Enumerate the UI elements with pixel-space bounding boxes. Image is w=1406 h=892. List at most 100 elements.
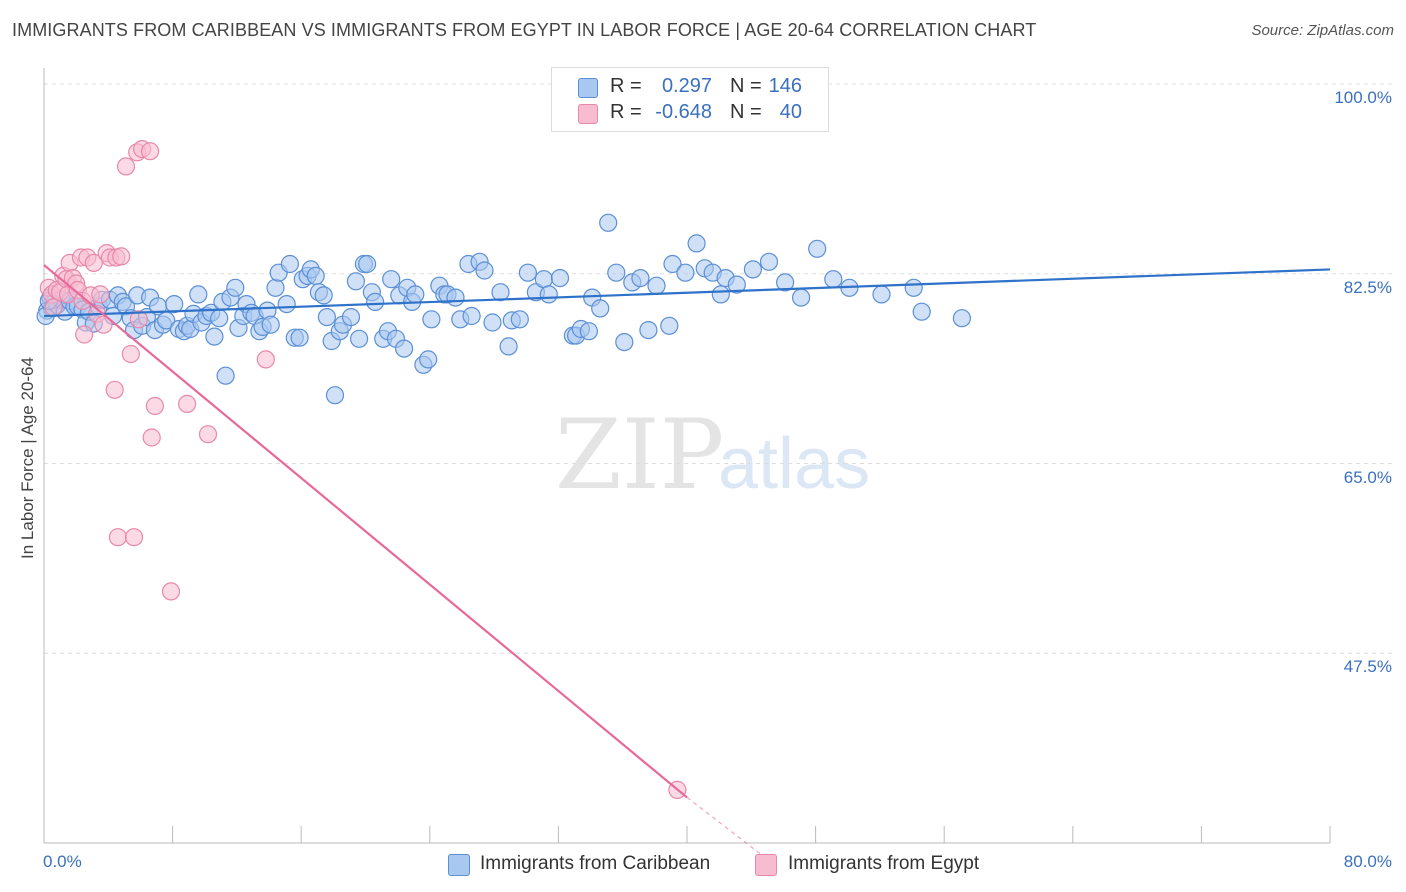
caribbean-point bbox=[539, 285, 558, 304]
x-tick-label-max: 80.0% bbox=[1343, 852, 1392, 871]
caribbean-point bbox=[395, 339, 414, 358]
caribbean-point bbox=[317, 308, 336, 327]
caribbean-point bbox=[727, 275, 746, 294]
caribbean-point bbox=[687, 234, 706, 253]
caribbean-point bbox=[759, 252, 779, 271]
caribbean-point bbox=[358, 254, 377, 274]
y-tick-label: 82.5% bbox=[1343, 277, 1392, 297]
y-tick-label: 100.0% bbox=[1334, 88, 1392, 107]
caribbean-point bbox=[579, 322, 599, 341]
egypt-point bbox=[44, 298, 63, 317]
correlation-legend: R = 0.297 N = 146 R = -0.648 N = 40 bbox=[551, 67, 829, 132]
caribbean-point bbox=[676, 263, 695, 282]
n-label: N = bbox=[730, 101, 762, 123]
x-tick-label-min: 0.0% bbox=[43, 852, 82, 871]
egypt-point bbox=[84, 253, 103, 272]
caribbean-point bbox=[261, 315, 280, 334]
caribbean-point bbox=[599, 213, 618, 232]
caribbean-trend-line bbox=[43, 268, 1331, 318]
egypt-point bbox=[121, 344, 140, 364]
caribbean-point bbox=[534, 270, 554, 289]
n-value: 40 bbox=[779, 101, 802, 123]
caribbean-point bbox=[872, 285, 891, 304]
caribbean-point bbox=[775, 273, 795, 292]
egypt-point bbox=[256, 350, 275, 369]
caribbean-point bbox=[824, 270, 843, 289]
caribbean-point bbox=[290, 328, 309, 347]
caribbean-point bbox=[306, 266, 325, 285]
caribbean-point bbox=[277, 295, 296, 314]
caribbean-point bbox=[419, 350, 438, 369]
egypt-point bbox=[105, 380, 124, 399]
caribbean-point bbox=[510, 310, 529, 329]
caribbean-point bbox=[216, 366, 235, 385]
caribbean-point bbox=[663, 254, 682, 274]
caribbean-legend-swatch-icon bbox=[448, 854, 470, 876]
caribbean-point bbox=[205, 327, 224, 346]
egypt-point bbox=[178, 394, 197, 413]
watermark-zip: ZIP bbox=[555, 399, 724, 511]
egypt-point bbox=[75, 325, 94, 344]
r-value: 0.297 bbox=[661, 75, 712, 97]
r-label: R = bbox=[610, 75, 642, 97]
egypt-point bbox=[91, 285, 110, 304]
legend-row-caribbean: R = 0.297 N = 146 bbox=[552, 75, 828, 101]
caribbean-point bbox=[266, 278, 285, 297]
caribbean-point bbox=[341, 308, 361, 327]
n-label: N = bbox=[730, 75, 762, 97]
egypt-point bbox=[161, 582, 181, 601]
caribbean-point bbox=[483, 313, 502, 332]
egypt-trend-line bbox=[43, 264, 688, 799]
r-value: -0.648 bbox=[655, 101, 712, 123]
caribbean-point bbox=[406, 285, 425, 304]
egypt-point bbox=[116, 157, 136, 176]
legend-label-egypt: Immigrants from Egypt bbox=[788, 853, 980, 874]
caribbean-point bbox=[952, 309, 972, 328]
egypt-swatch-icon bbox=[578, 104, 598, 124]
caribbean-point bbox=[189, 285, 208, 304]
caribbean-point bbox=[210, 309, 229, 328]
caribbean-point bbox=[226, 278, 245, 297]
legend-label-caribbean: Immigrants from Caribbean bbox=[480, 853, 711, 874]
caribbean-point bbox=[639, 321, 658, 340]
caribbean-point bbox=[647, 276, 666, 295]
caribbean-point bbox=[314, 286, 333, 305]
egypt-legend-swatch-icon bbox=[755, 854, 777, 876]
egypt-point bbox=[108, 528, 128, 547]
egypt-point bbox=[142, 428, 161, 447]
caribbean-point bbox=[499, 337, 518, 356]
caribbean-point bbox=[446, 288, 465, 307]
caribbean-point bbox=[791, 288, 811, 307]
caribbean-point bbox=[743, 260, 763, 279]
egypt-point bbox=[112, 247, 131, 266]
caribbean-point bbox=[550, 269, 570, 288]
r-label: R = bbox=[610, 101, 642, 123]
legend-row-egypt: R = -0.648 N = 40 bbox=[552, 101, 828, 127]
caribbean-point bbox=[591, 299, 610, 318]
caribbean-point bbox=[912, 302, 931, 321]
caribbean-point bbox=[904, 278, 923, 297]
caribbean-point bbox=[518, 263, 538, 282]
egypt-trend-extension bbox=[686, 796, 768, 860]
y-tick-label: 65.0% bbox=[1343, 467, 1392, 487]
caribbean-point bbox=[422, 310, 441, 329]
caribbean-point bbox=[350, 329, 369, 348]
caribbean-point bbox=[462, 306, 481, 326]
egypt-point bbox=[145, 396, 164, 416]
caribbean-point bbox=[280, 254, 299, 274]
caribbean-point bbox=[711, 285, 730, 304]
n-value: 146 bbox=[768, 75, 802, 97]
egypt-point bbox=[94, 315, 113, 334]
caribbean-point bbox=[808, 239, 827, 258]
series-legend: Immigrants from Caribbean Immigrants fro… bbox=[0, 852, 1406, 878]
caribbean-point bbox=[382, 270, 401, 289]
y-tick-label: 47.5% bbox=[1343, 657, 1392, 677]
caribbean-point bbox=[346, 272, 365, 291]
egypt-point bbox=[198, 425, 218, 444]
caribbean-point bbox=[325, 386, 345, 405]
caribbean-point bbox=[491, 283, 510, 302]
caribbean-point bbox=[607, 263, 626, 282]
caribbean-swatch-icon bbox=[578, 78, 598, 98]
caribbean-point bbox=[660, 316, 679, 335]
